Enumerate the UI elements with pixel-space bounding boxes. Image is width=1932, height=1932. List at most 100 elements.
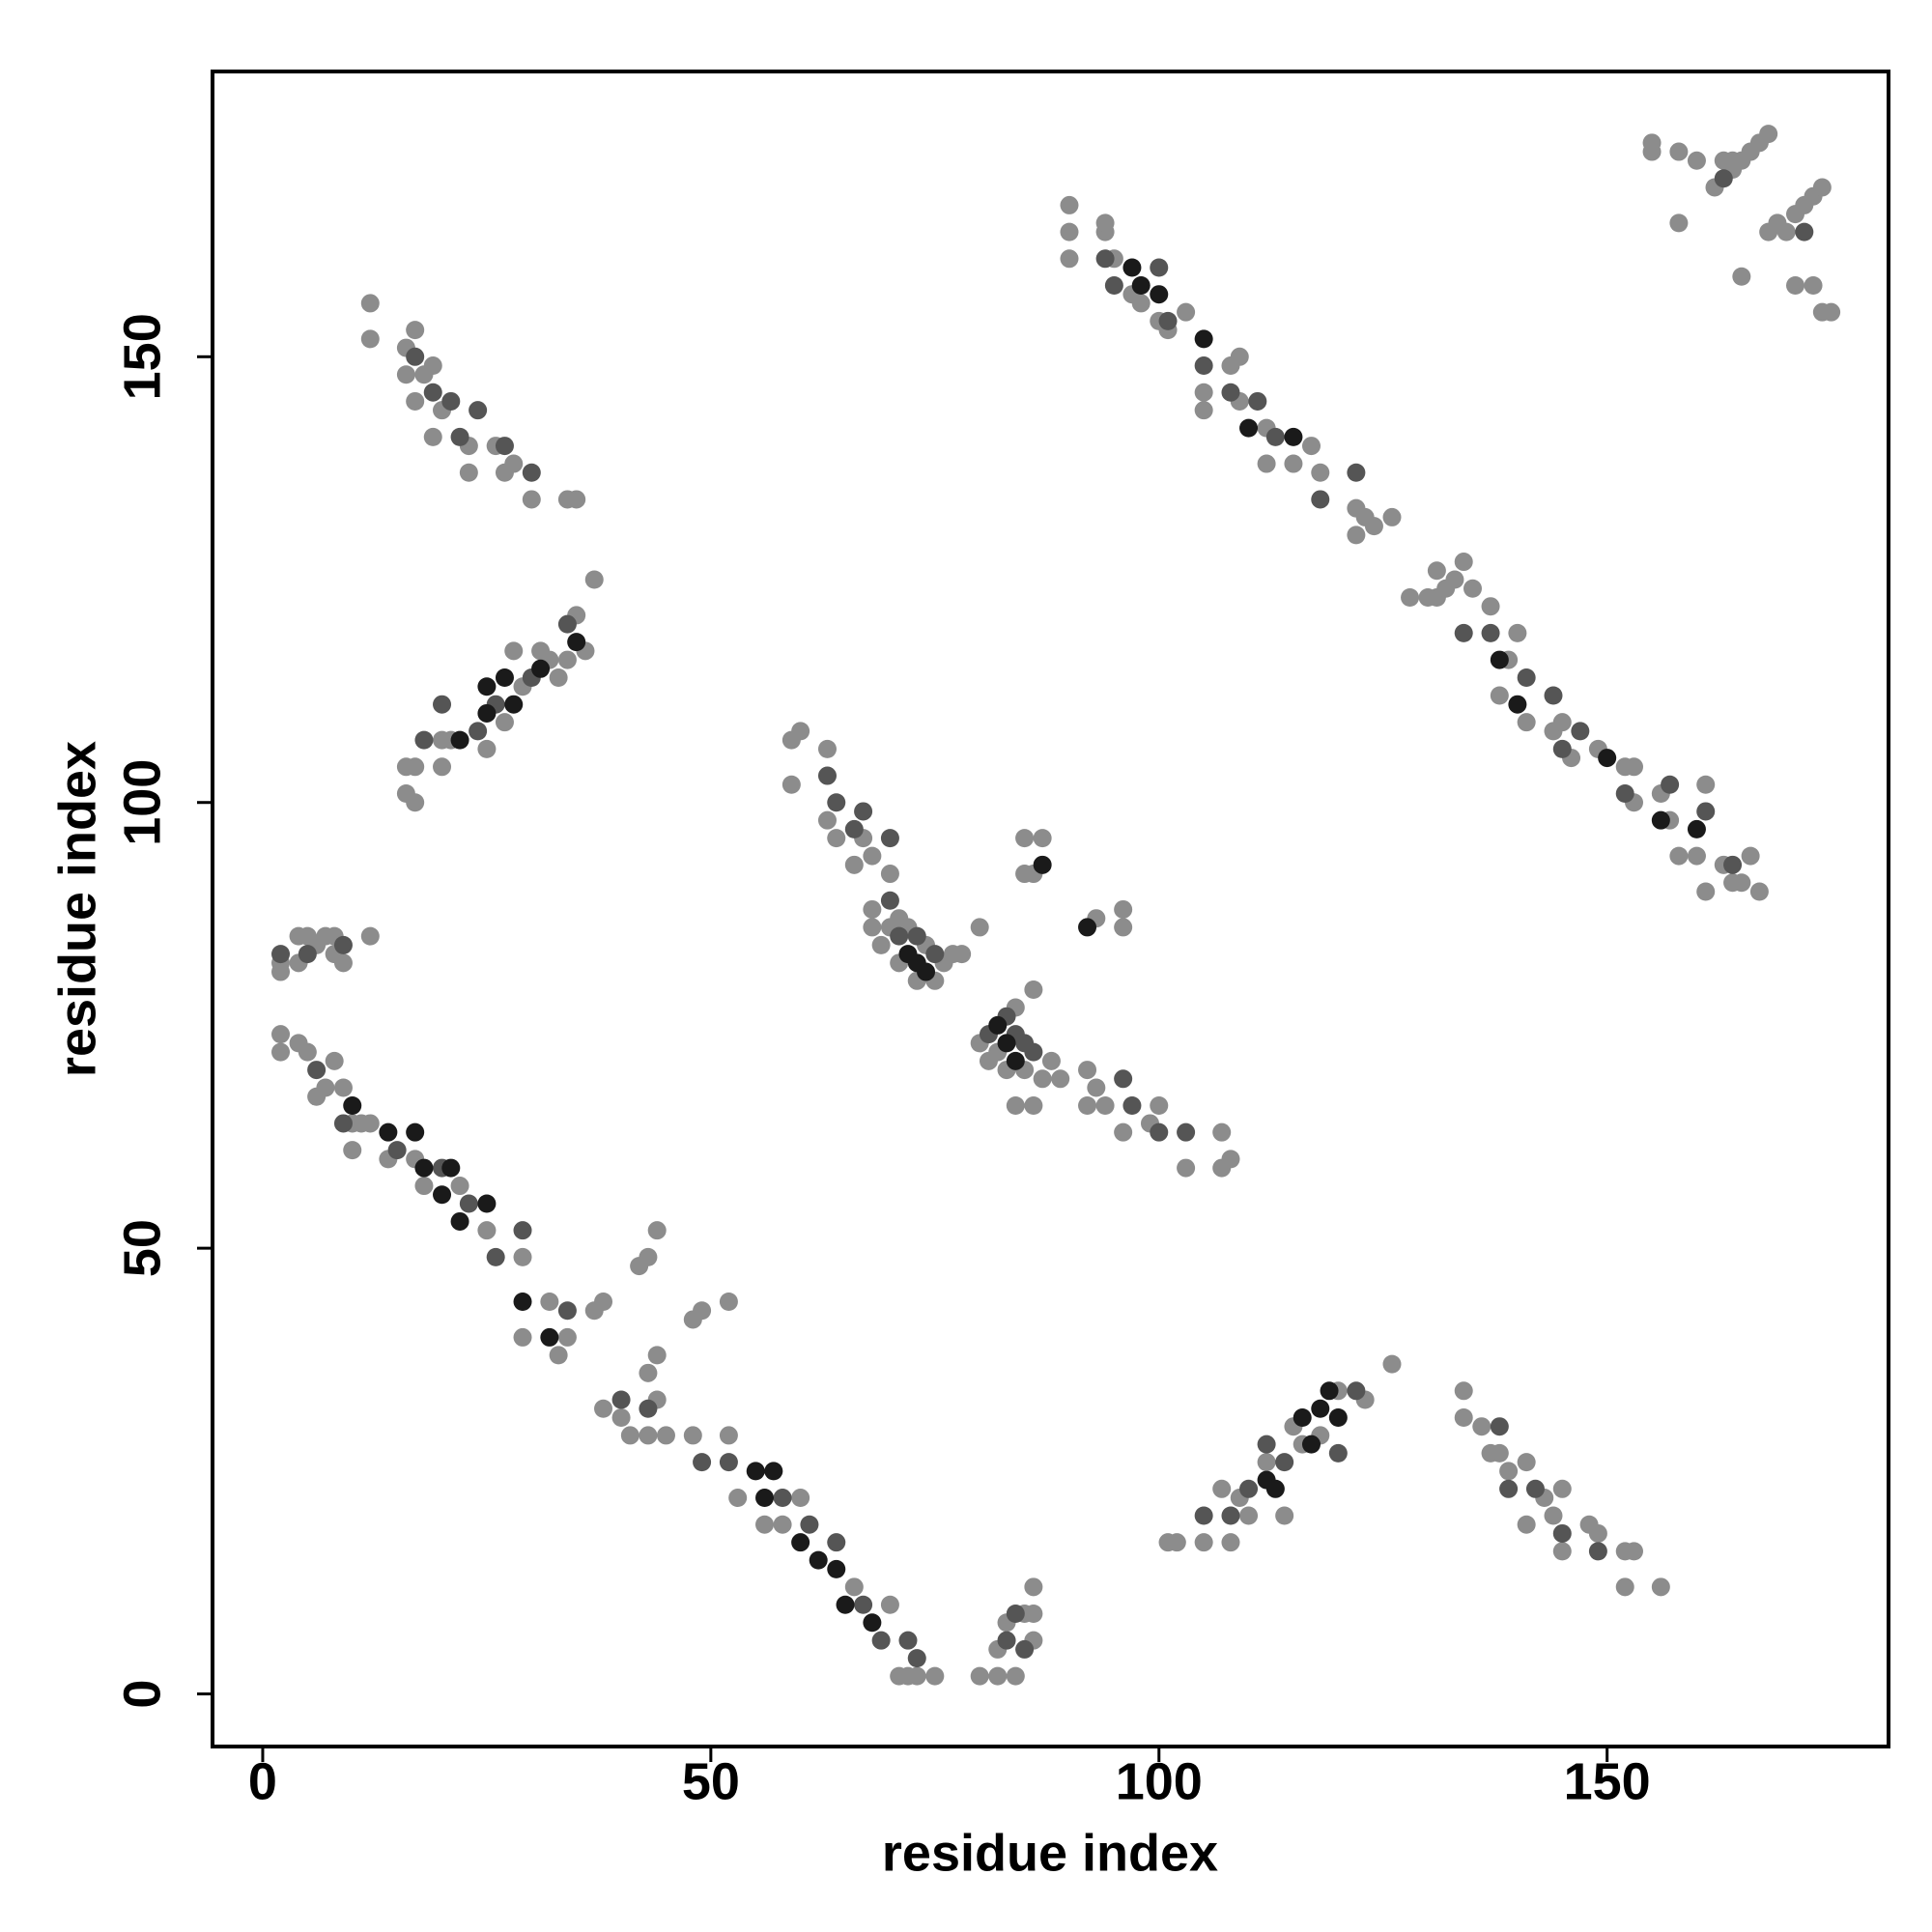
point — [1015, 865, 1035, 884]
point — [917, 962, 936, 981]
point — [693, 1453, 712, 1472]
point — [890, 926, 909, 946]
point — [1382, 507, 1402, 526]
point — [647, 1221, 667, 1240]
point — [898, 1631, 918, 1650]
point — [970, 918, 989, 937]
point — [504, 454, 524, 473]
point — [863, 899, 882, 919]
point — [1651, 1577, 1670, 1597]
point — [1033, 829, 1052, 848]
point — [871, 1631, 891, 1650]
point — [755, 1489, 775, 1508]
point — [1078, 1061, 1097, 1080]
point — [557, 614, 577, 634]
point — [1114, 1069, 1133, 1089]
point — [1275, 1506, 1294, 1525]
point — [557, 650, 577, 669]
point — [880, 1595, 899, 1614]
point — [387, 1141, 407, 1160]
point — [396, 365, 415, 384]
point — [1122, 1095, 1142, 1115]
point — [584, 570, 604, 589]
point — [1024, 1095, 1043, 1115]
point — [1194, 401, 1213, 420]
x-tick-label: 50 — [682, 1752, 740, 1810]
point — [791, 722, 810, 741]
point — [1759, 125, 1778, 144]
point — [1552, 1479, 1572, 1498]
point — [1150, 285, 1169, 304]
point — [1087, 1078, 1106, 1097]
point — [513, 1327, 532, 1347]
point — [880, 829, 899, 848]
point — [791, 1533, 810, 1552]
point — [1642, 142, 1662, 161]
point — [271, 1042, 291, 1062]
point — [817, 766, 837, 785]
point — [406, 1122, 425, 1142]
point — [1167, 1533, 1186, 1552]
x-tick-label: 0 — [248, 1752, 277, 1810]
point — [1490, 686, 1509, 705]
point — [594, 1399, 613, 1418]
point — [1060, 195, 1079, 214]
point — [907, 1649, 926, 1668]
point — [477, 677, 497, 696]
point — [1265, 1479, 1285, 1498]
point — [1732, 267, 1751, 286]
point — [1552, 1523, 1572, 1543]
y-tick-label: 100 — [113, 759, 171, 846]
point — [1131, 294, 1151, 313]
point — [1301, 437, 1321, 456]
point — [1822, 302, 1841, 322]
point — [611, 1390, 631, 1409]
point — [1687, 151, 1706, 170]
point — [844, 855, 864, 874]
point — [1588, 1523, 1607, 1543]
point — [1257, 1453, 1276, 1472]
point — [469, 722, 488, 741]
point — [333, 953, 353, 973]
point — [1661, 775, 1680, 794]
point — [406, 793, 425, 812]
point — [1347, 526, 1366, 545]
point — [1786, 275, 1805, 295]
point — [1257, 1435, 1276, 1454]
point — [1150, 1095, 1169, 1115]
point — [1024, 1577, 1043, 1597]
point — [1687, 846, 1706, 866]
point — [406, 321, 425, 340]
point — [1598, 749, 1617, 768]
point — [1033, 1069, 1052, 1089]
y-tick-label: 50 — [113, 1219, 171, 1277]
point — [1804, 275, 1823, 295]
point — [620, 1426, 639, 1445]
point — [907, 926, 926, 946]
point — [1131, 275, 1151, 295]
point — [827, 829, 846, 848]
point — [1490, 650, 1509, 669]
point — [1194, 1506, 1213, 1525]
point — [441, 391, 461, 411]
point — [1212, 1479, 1232, 1498]
point — [325, 1051, 344, 1070]
point — [1275, 1453, 1294, 1472]
point — [1615, 783, 1634, 803]
point — [557, 1327, 577, 1347]
point — [594, 1293, 613, 1312]
point — [414, 1177, 434, 1196]
point — [1158, 311, 1178, 330]
point — [1078, 1095, 1097, 1115]
point — [1517, 668, 1536, 688]
point — [800, 1515, 819, 1534]
point — [719, 1453, 738, 1472]
point — [549, 1346, 568, 1365]
point — [925, 945, 945, 964]
point — [817, 739, 837, 758]
point — [1669, 213, 1689, 233]
point — [1194, 1533, 1213, 1552]
point — [854, 802, 873, 821]
point — [477, 703, 497, 723]
